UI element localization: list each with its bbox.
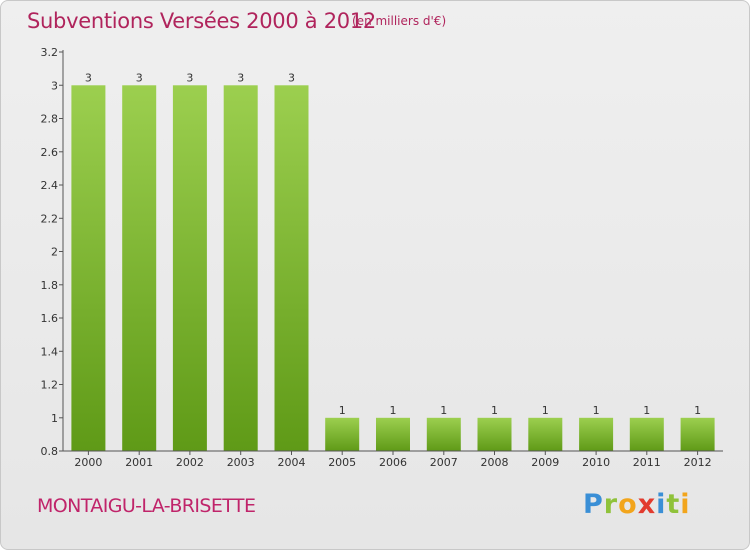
bar-2008	[477, 417, 512, 452]
logo-letter: i	[656, 489, 667, 520]
data-label-2000: 3	[85, 71, 92, 84]
logo-letter: t	[666, 489, 681, 520]
logo-letter: x	[637, 489, 657, 520]
unit-label: (en milliers d'€)	[352, 14, 447, 28]
y-tick-label: 2.4	[41, 179, 59, 192]
x-tick-label: 2007	[430, 456, 458, 469]
data-label-2007: 1	[440, 404, 447, 417]
x-tick-label: 2002	[176, 456, 204, 469]
x-tick-label: 2009	[531, 456, 559, 469]
y-tick-label: 2.6	[41, 146, 59, 159]
bar-2002	[172, 85, 207, 452]
x-tick-label: 2004	[278, 456, 306, 469]
y-tick-label: 0.8	[41, 445, 59, 458]
y-tick-label: 2.8	[41, 113, 59, 126]
data-label-2001: 3	[136, 71, 143, 84]
proxiti-logo: Proxiti	[583, 489, 691, 520]
bar-2001	[122, 85, 157, 452]
data-label-2009: 1	[542, 404, 549, 417]
commune-name: MONTAIGU-LA-BRISETTE	[37, 495, 256, 517]
x-tick-label: 2012	[684, 456, 712, 469]
bar-2000	[71, 85, 106, 452]
y-tick-label: 2.2	[41, 212, 59, 225]
bar-2007	[426, 417, 461, 452]
x-tick-label: 2001	[125, 456, 153, 469]
bar-2003	[223, 85, 258, 452]
x-tick-label: 2006	[379, 456, 407, 469]
y-tick-label: 1.4	[41, 345, 59, 358]
y-tick-label: 1.6	[41, 312, 59, 325]
data-label-2008: 1	[491, 404, 498, 417]
bar-2004	[274, 85, 309, 452]
data-label-2010: 1	[593, 404, 600, 417]
y-tick-label: 1.8	[41, 279, 59, 292]
y-tick-label: 3	[51, 79, 58, 92]
y-tick-label: 3.2	[41, 46, 59, 59]
x-tick-label: 2010	[582, 456, 610, 469]
y-tick-label: 2	[51, 246, 58, 259]
x-tick-label: 2005	[328, 456, 356, 469]
chart-title: Subventions Versées 2000 à 2012	[27, 9, 376, 33]
bar-2006	[376, 417, 410, 452]
bar-2011	[629, 417, 664, 452]
data-label-2011: 1	[643, 404, 650, 417]
y-tick-label: 1.2	[41, 379, 59, 392]
bar-2005	[325, 417, 360, 452]
x-tick-label: 2003	[227, 456, 255, 469]
data-label-2004: 3	[288, 71, 295, 84]
y-tick-label: 1	[51, 412, 58, 425]
data-label-2003: 3	[237, 71, 244, 84]
x-tick-label: 2000	[74, 456, 102, 469]
data-label-2005: 1	[339, 404, 346, 417]
x-tick-label: 2011	[633, 456, 661, 469]
logo-letter: P	[583, 489, 604, 520]
data-label-2006: 1	[390, 404, 397, 417]
logo-letter: i	[680, 489, 691, 520]
data-label-2002: 3	[186, 71, 193, 84]
bar-2012	[680, 417, 715, 452]
bar-2009	[528, 417, 563, 452]
data-label-2012: 1	[694, 404, 701, 417]
bar-2010	[579, 417, 614, 452]
logo-letter: o	[618, 489, 638, 520]
x-tick-label: 2008	[481, 456, 509, 469]
logo-letter: r	[603, 489, 619, 520]
